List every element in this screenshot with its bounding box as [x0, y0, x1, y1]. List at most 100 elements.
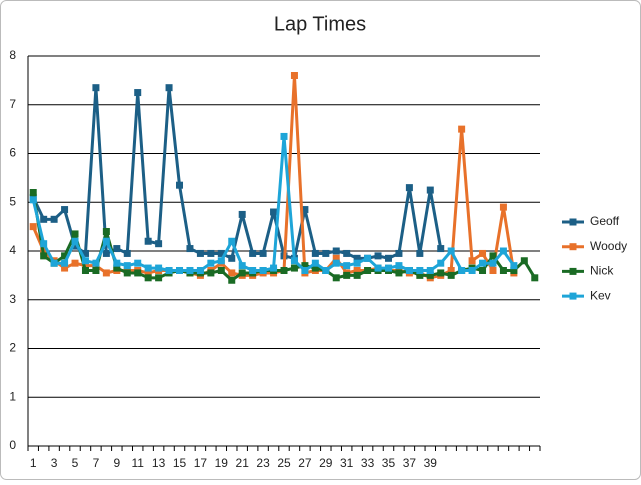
data-point	[71, 242, 79, 250]
data-point	[113, 264, 121, 272]
data-point	[395, 262, 403, 270]
legend-label: Nick	[590, 264, 614, 278]
data-point	[384, 254, 392, 262]
data-point	[134, 259, 142, 267]
data-point	[364, 267, 372, 274]
data-point	[29, 189, 37, 196]
data-point	[290, 257, 298, 265]
data-point	[364, 254, 372, 262]
data-point	[468, 267, 476, 274]
x-tick-label: 29	[319, 456, 333, 470]
data-point	[155, 274, 163, 282]
y-tick-label: 5	[9, 194, 16, 208]
data-point	[113, 259, 121, 267]
data-point	[81, 267, 89, 274]
data-point	[134, 89, 142, 97]
data-point	[343, 262, 351, 270]
data-point	[259, 249, 267, 257]
data-point	[144, 269, 152, 277]
y-tick-label: 2	[9, 341, 16, 355]
data-point	[50, 215, 58, 223]
data-point	[71, 259, 79, 267]
data-point	[71, 237, 79, 245]
data-point	[249, 267, 257, 274]
x-tick-label: 19	[215, 456, 229, 470]
data-point	[322, 267, 330, 274]
x-tick-label: 37	[403, 456, 417, 470]
data-point	[510, 262, 518, 270]
data-point	[228, 254, 236, 262]
data-point	[311, 259, 319, 267]
data-point	[61, 259, 69, 267]
data-point	[249, 249, 257, 257]
x-tick-label: 11	[131, 456, 144, 470]
data-point	[322, 249, 330, 257]
data-point	[29, 223, 37, 231]
chart-title: Lap Times	[274, 13, 366, 35]
data-point	[301, 206, 309, 214]
x-tick-label: 7	[93, 456, 100, 470]
data-point	[217, 257, 225, 265]
legend-marker	[569, 218, 577, 226]
data-point	[40, 215, 48, 223]
series-line	[31, 86, 443, 260]
x-tick-label: 35	[382, 456, 396, 470]
data-point	[290, 264, 298, 272]
x-tick-label: 31	[340, 456, 354, 470]
data-point	[332, 254, 340, 262]
data-point	[102, 228, 110, 235]
data-point	[426, 271, 434, 279]
data-point	[479, 267, 487, 274]
data-point	[40, 252, 48, 260]
data-point	[447, 247, 455, 255]
data-point	[301, 262, 309, 270]
data-point	[353, 271, 361, 279]
data-point	[437, 259, 445, 267]
data-point	[50, 259, 58, 267]
data-point	[416, 267, 424, 274]
data-point	[311, 264, 319, 272]
data-point	[280, 132, 288, 140]
x-tick-label: 33	[361, 456, 375, 470]
data-point	[102, 237, 110, 245]
data-point	[207, 269, 215, 277]
data-point	[489, 252, 497, 260]
data-point	[499, 267, 507, 274]
data-point	[238, 262, 246, 270]
data-point	[280, 267, 288, 274]
data-point	[144, 237, 152, 245]
data-point	[196, 249, 204, 257]
legend-marker	[569, 243, 577, 251]
data-point	[186, 267, 194, 274]
data-point	[343, 271, 351, 279]
data-point	[259, 267, 267, 274]
data-point	[384, 264, 392, 272]
data-point	[520, 257, 528, 265]
data-point	[395, 249, 403, 257]
data-point	[353, 259, 361, 267]
data-point	[332, 259, 340, 267]
data-point	[228, 237, 236, 245]
data-point	[426, 267, 434, 274]
data-point	[479, 259, 487, 267]
data-point	[29, 196, 37, 204]
data-point	[196, 267, 204, 274]
x-tick-label: 17	[194, 456, 208, 470]
data-point	[61, 206, 69, 214]
data-point	[81, 257, 89, 265]
data-point	[405, 184, 413, 192]
data-point	[238, 210, 246, 218]
data-point	[144, 264, 152, 272]
data-point	[447, 271, 455, 279]
x-tick-label: 3	[51, 456, 58, 470]
data-point	[113, 245, 121, 253]
data-point	[81, 249, 89, 257]
data-point	[176, 181, 184, 189]
legend-label: Geoff	[590, 214, 620, 228]
x-tick-label: 27	[298, 456, 312, 470]
x-tick-label: 13	[152, 456, 166, 470]
legend-label: Woody	[590, 239, 627, 253]
data-point	[489, 267, 497, 274]
